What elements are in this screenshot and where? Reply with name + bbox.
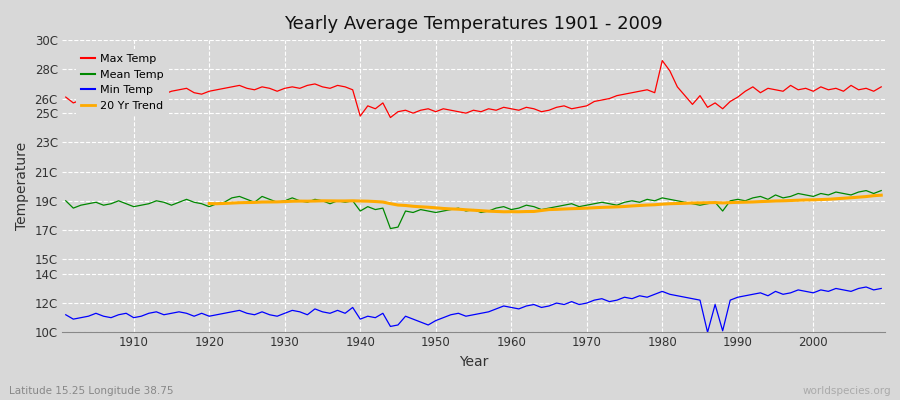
- Text: worldspecies.org: worldspecies.org: [803, 386, 891, 396]
- Text: Latitude 15.25 Longitude 38.75: Latitude 15.25 Longitude 38.75: [9, 386, 174, 396]
- Y-axis label: Temperature: Temperature: [15, 142, 29, 230]
- Legend: Max Temp, Mean Temp, Min Temp, 20 Yr Trend: Max Temp, Mean Temp, Min Temp, 20 Yr Tre…: [76, 48, 169, 116]
- Title: Yearly Average Temperatures 1901 - 2009: Yearly Average Temperatures 1901 - 2009: [284, 15, 662, 33]
- X-axis label: Year: Year: [459, 355, 488, 369]
